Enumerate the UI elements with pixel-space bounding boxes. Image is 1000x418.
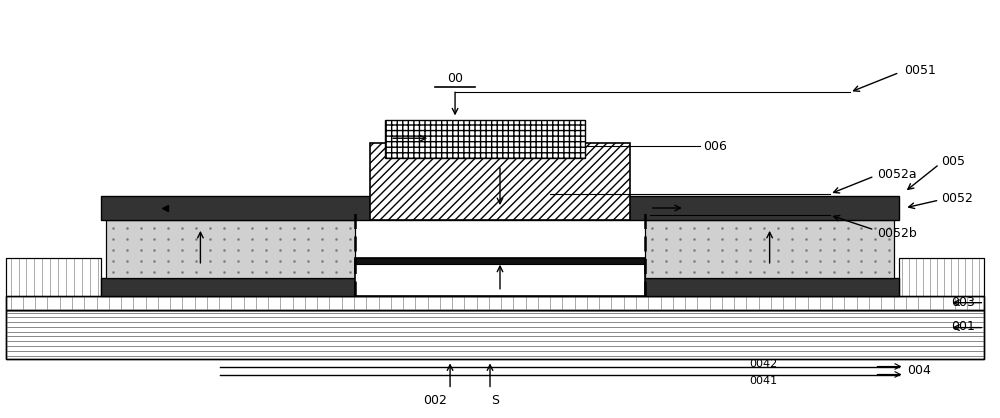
Text: 0051: 0051 <box>904 64 936 77</box>
Bar <box>101 278 899 296</box>
Bar <box>106 220 355 278</box>
Text: 001: 001 <box>951 320 975 333</box>
Bar <box>355 258 645 296</box>
Text: 004: 004 <box>907 364 931 377</box>
Bar <box>6 310 984 359</box>
Text: 0052a: 0052a <box>877 168 917 181</box>
Bar <box>101 196 899 220</box>
Text: 0052: 0052 <box>941 191 973 204</box>
Bar <box>6 258 101 296</box>
Bar <box>6 296 984 310</box>
Bar <box>645 220 894 278</box>
Bar <box>385 120 585 158</box>
Text: 0052b: 0052b <box>877 227 917 240</box>
Bar <box>899 258 984 296</box>
Text: 003: 003 <box>951 296 975 309</box>
Text: 002: 002 <box>423 394 447 408</box>
Bar <box>899 258 984 296</box>
Bar <box>6 258 101 296</box>
Bar <box>6 296 984 310</box>
Text: 0041: 0041 <box>750 377 778 386</box>
Bar <box>6 310 984 359</box>
Text: S: S <box>491 394 499 408</box>
Bar <box>645 220 894 278</box>
Text: 0042: 0042 <box>750 359 778 370</box>
Bar <box>370 143 630 220</box>
Text: 005: 005 <box>941 155 965 168</box>
Bar <box>355 258 645 264</box>
Text: 00: 00 <box>447 72 463 85</box>
Text: 006: 006 <box>703 140 727 153</box>
Bar <box>106 220 355 278</box>
